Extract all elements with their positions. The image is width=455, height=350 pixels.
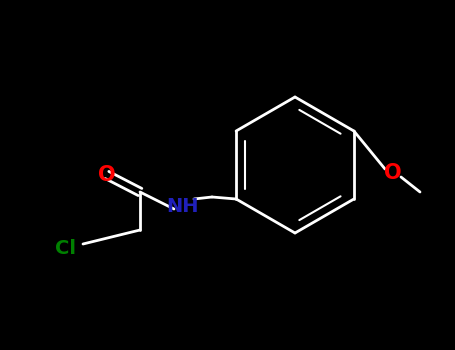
Text: NH: NH (166, 197, 198, 217)
Text: O: O (384, 163, 402, 183)
Text: Cl: Cl (55, 238, 76, 258)
Text: O: O (98, 165, 116, 185)
